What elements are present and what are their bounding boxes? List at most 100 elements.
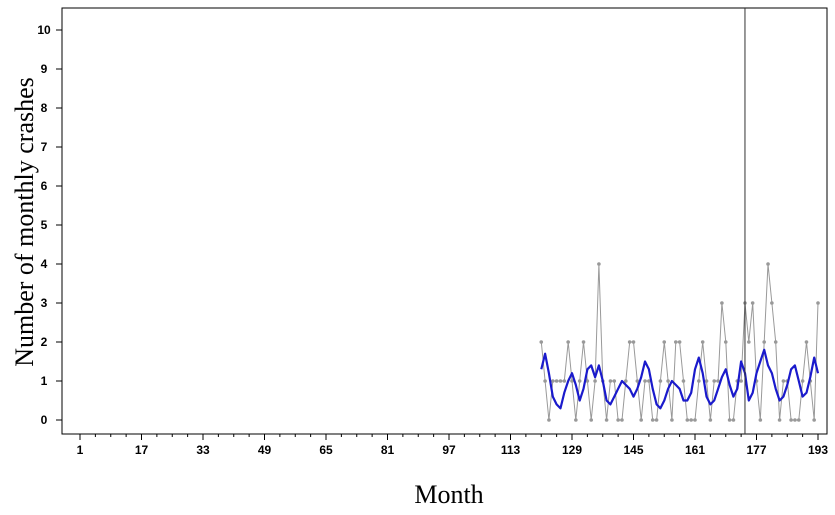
y-tick-label-1: 1 xyxy=(41,374,48,388)
observed-point xyxy=(681,379,686,383)
observed-point xyxy=(697,379,701,383)
y-tick-label-3: 3 xyxy=(41,296,48,310)
observed-point xyxy=(554,379,559,383)
observed-point xyxy=(670,418,674,422)
x-tick-label-65: 65 xyxy=(319,443,333,457)
y-tick-label-2: 2 xyxy=(41,335,48,349)
observed-point xyxy=(639,418,643,422)
y-axis: 0 1 2 3 4 5 6 7 8 9 10 xyxy=(37,23,62,427)
observed-point xyxy=(581,340,586,344)
observed-point xyxy=(608,379,613,383)
observed-point xyxy=(577,379,582,383)
observed-point xyxy=(624,379,628,383)
observed-point xyxy=(712,379,717,383)
observed-point xyxy=(662,340,667,344)
x-tick-label-177: 177 xyxy=(746,443,766,457)
observed-point xyxy=(643,379,647,383)
observed-point xyxy=(731,418,736,422)
observed-point xyxy=(689,418,693,422)
y-tick-label-8: 8 xyxy=(41,101,48,115)
y-tick-label-9: 9 xyxy=(41,62,48,76)
observed-point xyxy=(666,379,670,383)
observed-point xyxy=(773,340,778,344)
x-tick-label-145: 145 xyxy=(623,443,643,457)
observed-point xyxy=(812,418,816,422)
observed-point xyxy=(627,340,632,344)
y-tick-label-4: 4 xyxy=(41,257,48,271)
x-axis-title: Month xyxy=(414,480,483,509)
y-axis-title: Number of monthly crashes xyxy=(10,77,39,367)
observed-point xyxy=(781,379,786,383)
observed-point xyxy=(720,301,724,305)
x-tick-label-1: 1 xyxy=(77,443,84,457)
observed-point xyxy=(793,418,797,422)
observed-point xyxy=(635,379,640,383)
smoothed-line xyxy=(540,348,820,410)
plot-frame xyxy=(61,7,828,435)
observed-point xyxy=(777,418,782,422)
observed-point xyxy=(800,379,805,383)
observed-point xyxy=(704,379,709,383)
observed-point xyxy=(673,340,678,344)
observed-point xyxy=(700,340,705,344)
observed-point xyxy=(566,340,570,344)
observed-point xyxy=(654,418,659,422)
observed-point xyxy=(723,340,728,344)
observed-point xyxy=(650,418,655,422)
observed-point xyxy=(562,379,567,383)
observed-point xyxy=(708,418,713,422)
observed-point xyxy=(647,379,651,383)
observed-point xyxy=(747,340,751,344)
observed-point xyxy=(789,418,793,422)
x-tick-label-161: 161 xyxy=(685,443,705,457)
observed-point xyxy=(589,418,594,422)
observed-point xyxy=(677,340,682,344)
observed-point xyxy=(750,301,755,305)
observed-point xyxy=(593,379,597,383)
observed-point xyxy=(804,340,809,344)
observed-point xyxy=(585,379,590,383)
series-layer xyxy=(539,262,820,422)
observed-point xyxy=(597,262,601,266)
observed-point xyxy=(547,418,551,422)
observed-point xyxy=(766,262,770,266)
observed-point xyxy=(758,418,763,422)
observed-point xyxy=(658,379,663,383)
y-tick-label-5: 5 xyxy=(41,218,48,232)
y-tick-label-7: 7 xyxy=(41,140,48,154)
y-tick-label-10: 10 xyxy=(37,23,51,37)
x-axis: 1 17 33 49 65 81 97 113 129 145 161 177 193 xyxy=(77,434,828,457)
observed-point xyxy=(739,379,743,383)
y-tick-label-6: 6 xyxy=(41,179,48,193)
observed-point xyxy=(574,418,578,422)
observed-point xyxy=(612,379,617,383)
x-tick-label-97: 97 xyxy=(442,443,456,457)
y-tick-label-0: 0 xyxy=(41,413,48,427)
x-tick-label-113: 113 xyxy=(501,443,521,457)
x-tick-label-129: 129 xyxy=(562,443,582,457)
observed-point xyxy=(539,340,544,344)
observed-point xyxy=(816,301,820,305)
observed-point xyxy=(716,379,720,383)
observed-point xyxy=(727,418,732,422)
observed-point xyxy=(693,418,697,422)
observed-point xyxy=(570,379,574,383)
x-tick-label-17: 17 xyxy=(135,443,149,457)
x-tick-label-193: 193 xyxy=(808,443,828,457)
observed-point xyxy=(620,418,624,422)
observed-point xyxy=(631,340,636,344)
observed-point xyxy=(770,301,774,305)
observed-point xyxy=(685,418,690,422)
observed-point xyxy=(558,379,563,383)
observed-point xyxy=(543,379,547,383)
observed-point xyxy=(604,418,609,422)
observed-point xyxy=(762,340,766,344)
x-tick-label-81: 81 xyxy=(381,443,395,457)
x-tick-label-49: 49 xyxy=(258,443,272,457)
observed-point xyxy=(550,379,555,383)
x-tick-label-33: 33 xyxy=(196,443,210,457)
observed-point xyxy=(796,418,801,422)
observed-point xyxy=(616,418,620,422)
